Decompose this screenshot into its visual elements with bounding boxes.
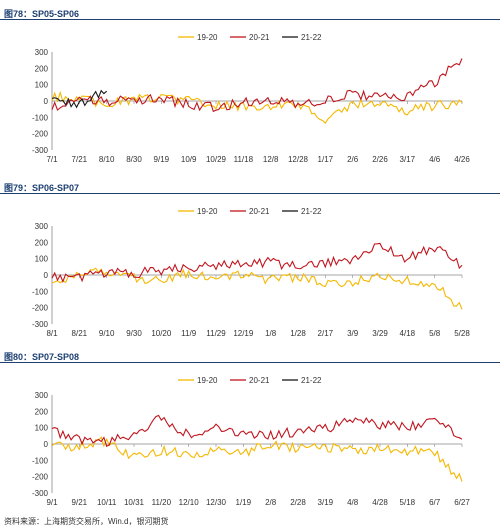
x-tick-label: 11/9 [181, 329, 197, 338]
x-tick-label: 5/8 [429, 329, 441, 338]
x-tick-label: 3/17 [400, 155, 416, 164]
x-tick-label: 6/7 [429, 498, 441, 507]
x-tick-label: 11/18 [234, 155, 254, 164]
x-tick-label: 1/17 [318, 155, 334, 164]
x-tick-label: 9/21 [72, 498, 88, 507]
chart-svg: 19-20 20-21 21-22 300 200 100 0 -100 -200 -3008/1… [32, 207, 470, 338]
legend-label: 19-20 [197, 33, 218, 42]
x-tick-label: 11/20 [152, 498, 172, 507]
x-tick-label: 4/28 [372, 498, 388, 507]
x-tick-label: 8/10 [99, 155, 115, 164]
x-tick-label: 7/1 [46, 155, 58, 164]
chart-title: 图78：SP05-SP06 [4, 9, 80, 19]
x-tick-label: 12/30 [206, 498, 227, 507]
y-tick-label: -100 [32, 287, 49, 296]
legend-label: 21-22 [301, 207, 322, 216]
y-tick-label: 300 [35, 391, 49, 400]
y-tick-label: -300 [32, 489, 49, 498]
x-tick-label: 9/1 [46, 498, 58, 507]
x-tick-label: 4/26 [454, 155, 470, 164]
chart-block-79: 图79：SP06-SP07 19-20 20-21 21-22 300 200 100 0 -… [0, 174, 500, 352]
y-tick-label: 200 [35, 238, 49, 247]
series-line-20-21 [51, 414, 463, 447]
chart-title: 图79：SP06-SP07 [4, 183, 80, 193]
x-tick-label: 4/18 [400, 329, 416, 338]
x-tick-label: 12/8 [263, 155, 279, 164]
chart-title: 图80：SP07-SP08 [4, 352, 80, 362]
x-tick-label: 4/6 [429, 155, 441, 164]
chart-svg: 19-20 20-21 21-22 300 200 100 0 -100 -200 -3009/1… [32, 376, 470, 507]
y-tick-label: 300 [35, 222, 49, 231]
legend-label: 21-22 [301, 376, 322, 385]
title-divider [0, 19, 500, 20]
x-tick-label: 10/29 [206, 155, 227, 164]
x-tick-label: 10/31 [124, 498, 145, 507]
legend-label: 20-21 [249, 33, 270, 42]
x-tick-label: 10/9 [181, 155, 197, 164]
legend-label: 20-21 [249, 376, 270, 385]
y-tick-label: -200 [32, 473, 49, 482]
y-tick-label: -100 [32, 456, 49, 465]
y-tick-label: 200 [35, 407, 49, 416]
legend-label: 20-21 [249, 207, 270, 216]
y-tick-label: 100 [35, 424, 49, 433]
x-tick-label: 3/19 [318, 498, 334, 507]
series-line-20-21 [51, 242, 463, 283]
x-tick-label: 11/29 [206, 329, 226, 338]
x-tick-label: 10/20 [151, 329, 172, 338]
x-tick-label: 2/26 [372, 155, 388, 164]
y-tick-label: -200 [32, 304, 49, 313]
y-tick-label: 0 [44, 440, 49, 449]
series-line-19-20 [51, 267, 463, 310]
legend-label: 19-20 [197, 376, 218, 385]
x-tick-label: 3/29 [372, 329, 388, 338]
y-tick-label: 100 [35, 81, 49, 90]
x-tick-label: 8/1 [46, 329, 58, 338]
y-tick-label: 0 [44, 271, 49, 280]
x-tick-label: 1/28 [290, 329, 306, 338]
title-divider [0, 362, 500, 363]
y-tick-label: 200 [35, 64, 49, 73]
x-tick-label: 5/18 [400, 498, 416, 507]
y-tick-label: -300 [32, 320, 49, 329]
x-tick-label: 9/10 [99, 329, 115, 338]
x-tick-label: 8/30 [126, 155, 142, 164]
x-tick-label: 10/11 [97, 498, 117, 507]
x-tick-label: 12/19 [233, 329, 254, 338]
x-tick-label: 12/10 [179, 498, 200, 507]
x-tick-label: 5/28 [454, 329, 470, 338]
legend-label: 19-20 [197, 207, 218, 216]
series-line-20-21 [51, 58, 463, 113]
source-footer: 资料来源：上海期货交易所，Win.d，银河期货 [4, 517, 169, 526]
chart-svg: 19-20 20-21 21-22 300 200 100 0 -100 -200 -3007/1… [32, 33, 470, 164]
x-tick-label: 4/8 [347, 498, 359, 507]
y-tick-label: -100 [32, 113, 49, 122]
y-tick-label: 0 [44, 97, 49, 106]
x-tick-label: 6/27 [454, 498, 470, 507]
x-tick-label: 7/21 [72, 155, 88, 164]
y-tick-label: 300 [35, 48, 49, 57]
x-tick-label: 1/8 [265, 329, 277, 338]
chart-block-78: 图78：SP05-SP06 19-20 20-21 21-22 300 200 100 0 -… [0, 0, 500, 178]
legend-label: 21-22 [301, 33, 322, 42]
x-tick-label: 2/8 [265, 498, 277, 507]
x-tick-label: 3/9 [347, 329, 359, 338]
x-tick-label: 2/6 [347, 155, 359, 164]
title-divider [0, 193, 500, 194]
y-tick-label: -200 [32, 130, 49, 139]
y-tick-label: 100 [35, 255, 49, 264]
x-tick-label: 1/19 [236, 498, 252, 507]
x-tick-label: 12/28 [288, 155, 309, 164]
series-line-19-20 [51, 90, 463, 124]
chart-block-80: 图80：SP07-SP08 19-20 20-21 21-22 300 200 100 0 -… [0, 343, 500, 521]
series-line-19-20 [51, 436, 463, 482]
y-tick-label: -300 [32, 146, 49, 155]
x-tick-label: 9/30 [126, 329, 142, 338]
x-tick-label: 9/19 [154, 155, 170, 164]
series-line-21-22 [51, 89, 108, 109]
x-tick-label: 2/17 [318, 329, 334, 338]
x-tick-label: 8/21 [72, 329, 88, 338]
x-tick-label: 2/28 [290, 498, 306, 507]
